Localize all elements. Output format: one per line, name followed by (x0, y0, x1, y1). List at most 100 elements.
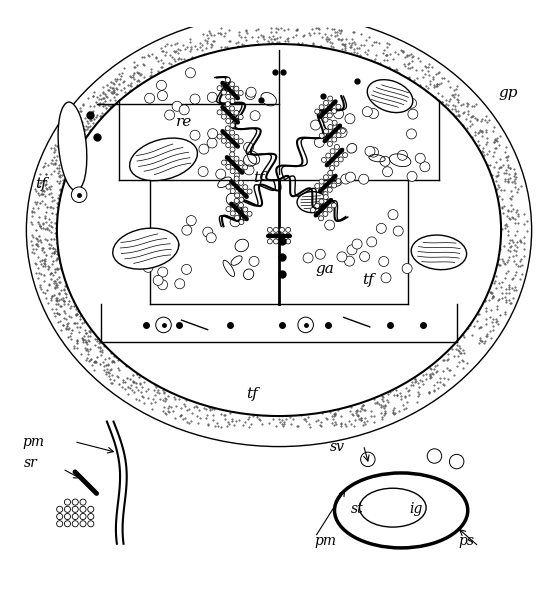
Circle shape (267, 233, 272, 238)
Circle shape (314, 137, 324, 148)
Circle shape (71, 187, 87, 203)
Circle shape (146, 153, 156, 163)
Circle shape (286, 233, 291, 238)
Circle shape (407, 171, 417, 181)
Circle shape (323, 183, 328, 188)
Circle shape (162, 165, 172, 175)
Text: tf: tf (362, 273, 374, 287)
Circle shape (347, 245, 357, 255)
Circle shape (244, 165, 254, 175)
Circle shape (80, 521, 86, 527)
Circle shape (315, 184, 320, 188)
Circle shape (145, 93, 155, 103)
Circle shape (315, 249, 325, 259)
Circle shape (217, 110, 222, 115)
Circle shape (326, 153, 331, 158)
Circle shape (368, 147, 378, 157)
Circle shape (315, 212, 319, 217)
Ellipse shape (411, 235, 466, 270)
Circle shape (239, 197, 244, 202)
Circle shape (420, 162, 430, 172)
Circle shape (234, 156, 239, 161)
Circle shape (298, 317, 314, 332)
Circle shape (56, 506, 62, 512)
Circle shape (407, 98, 417, 108)
Text: ps: ps (458, 534, 474, 548)
Text: tf: tf (246, 387, 257, 401)
Circle shape (234, 176, 239, 181)
Circle shape (226, 164, 231, 170)
Circle shape (234, 119, 239, 124)
Circle shape (325, 162, 330, 167)
Circle shape (310, 207, 315, 213)
Circle shape (234, 134, 239, 140)
Text: pm: pm (22, 435, 45, 449)
Circle shape (323, 192, 328, 196)
Circle shape (173, 165, 183, 175)
Circle shape (234, 215, 239, 220)
Circle shape (332, 100, 337, 105)
Circle shape (179, 105, 189, 115)
Circle shape (427, 449, 442, 463)
Circle shape (156, 317, 171, 332)
Circle shape (238, 115, 243, 120)
Circle shape (319, 179, 324, 184)
Circle shape (328, 133, 333, 138)
Circle shape (331, 109, 336, 113)
Circle shape (359, 251, 369, 262)
Circle shape (169, 240, 179, 249)
Circle shape (143, 253, 153, 264)
Circle shape (323, 195, 328, 199)
Circle shape (225, 110, 230, 115)
Circle shape (280, 239, 285, 244)
Circle shape (328, 199, 333, 204)
Circle shape (344, 256, 354, 266)
Circle shape (380, 156, 390, 167)
Circle shape (226, 207, 231, 212)
Circle shape (238, 90, 243, 95)
Circle shape (230, 90, 235, 95)
Circle shape (315, 109, 320, 114)
Circle shape (230, 99, 235, 104)
Circle shape (216, 169, 226, 179)
Circle shape (328, 113, 333, 118)
Circle shape (225, 126, 230, 131)
Circle shape (56, 521, 62, 527)
Circle shape (243, 193, 248, 198)
Circle shape (225, 86, 230, 91)
Circle shape (415, 153, 425, 163)
Circle shape (328, 96, 333, 101)
Circle shape (334, 161, 339, 167)
Circle shape (310, 120, 320, 130)
Circle shape (332, 120, 337, 125)
Circle shape (324, 175, 329, 180)
Circle shape (172, 101, 182, 111)
Circle shape (397, 150, 407, 160)
Circle shape (234, 184, 239, 190)
Circle shape (388, 210, 398, 220)
Circle shape (324, 129, 329, 134)
Circle shape (345, 172, 355, 182)
Circle shape (246, 87, 256, 97)
Circle shape (157, 280, 167, 290)
Circle shape (229, 82, 234, 87)
Circle shape (382, 167, 392, 177)
Circle shape (267, 228, 272, 232)
Circle shape (343, 152, 348, 157)
Circle shape (381, 273, 391, 283)
Circle shape (156, 81, 166, 90)
Circle shape (286, 239, 291, 244)
Circle shape (376, 223, 386, 234)
Circle shape (146, 235, 156, 245)
Circle shape (332, 129, 337, 134)
Circle shape (324, 101, 329, 106)
Circle shape (222, 138, 227, 143)
Circle shape (208, 129, 218, 138)
Ellipse shape (335, 473, 468, 548)
Circle shape (230, 152, 235, 157)
Circle shape (238, 139, 243, 144)
Circle shape (217, 85, 222, 91)
Ellipse shape (359, 488, 426, 527)
Circle shape (239, 220, 244, 224)
Circle shape (393, 226, 403, 236)
